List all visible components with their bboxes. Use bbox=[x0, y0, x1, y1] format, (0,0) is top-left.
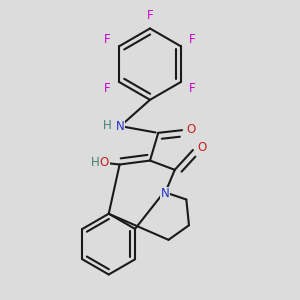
Text: O: O bbox=[186, 123, 195, 136]
Text: F: F bbox=[104, 33, 111, 46]
Text: O: O bbox=[100, 156, 109, 170]
Text: F: F bbox=[189, 82, 196, 95]
Text: H: H bbox=[103, 119, 111, 132]
Text: F: F bbox=[104, 82, 111, 95]
Text: O: O bbox=[197, 141, 206, 154]
Text: N: N bbox=[116, 120, 125, 133]
Text: H: H bbox=[91, 156, 100, 169]
Text: F: F bbox=[147, 9, 153, 22]
Text: F: F bbox=[189, 33, 196, 46]
Text: N: N bbox=[160, 187, 169, 200]
